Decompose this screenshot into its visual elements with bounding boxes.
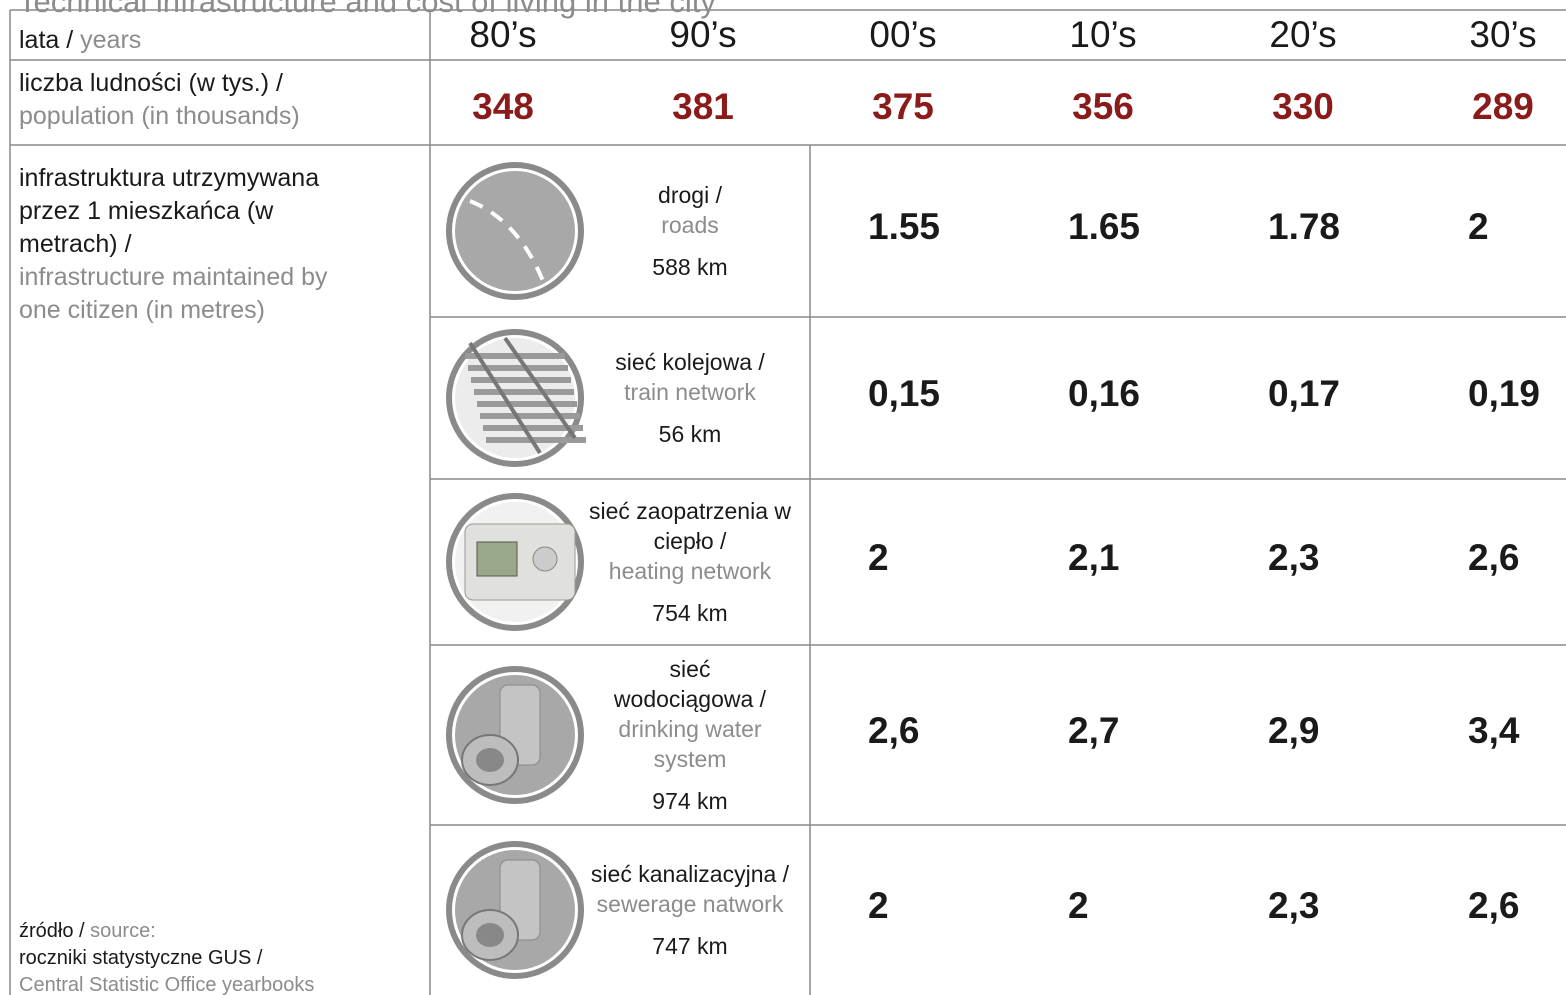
row-name: sieć kanalizacyjna / sewerage natwork 747 …	[570, 831, 810, 989]
sleeper	[483, 425, 583, 431]
year: 90’s	[669, 14, 737, 55]
population-value: 330	[1272, 86, 1334, 127]
infrastructure-value: 2,6	[1468, 885, 1520, 926]
infrastructure-value: 1.65	[1068, 206, 1141, 247]
knob	[532, 546, 558, 572]
infrastructure-value: 2	[868, 885, 889, 926]
infrastructure-value: 2,3	[1268, 537, 1320, 578]
infrastructure-value: 0,16	[1068, 373, 1141, 414]
infrastructure-value: 0,19	[1468, 373, 1541, 414]
sleeper	[468, 365, 568, 371]
year: 00’s	[869, 14, 937, 55]
infrastructure-value: 2	[868, 537, 889, 578]
road-line	[469, 199, 547, 287]
year: 10’s	[1069, 14, 1137, 55]
population-label: liczba ludności (w tys.) / population (in…	[19, 67, 300, 133]
sleeper	[474, 389, 574, 395]
infrastructure-label-pl: infrastruktura utrzymywana przez 1 miesz…	[19, 164, 320, 258]
sleeper	[471, 377, 571, 383]
population-label-en: population (in thousands)	[19, 102, 300, 130]
title: Technical infrastructure and cost of liv…	[18, 0, 716, 19]
row-name-text: sieć wodociągowa / drinking water system 9…	[605, 654, 775, 816]
row-length: 56 km	[658, 421, 722, 447]
row-icon	[446, 329, 586, 467]
infrastructure-label-en: infrastructure maintained by one citizen…	[19, 263, 328, 324]
row-icon	[446, 666, 584, 804]
row-name-en: train network	[624, 379, 756, 405]
sleeper	[477, 401, 577, 407]
sleeper	[486, 437, 586, 443]
infrastructure-label: infrastruktura utrzymywana przez 1 miesz…	[19, 162, 364, 327]
row-name-pl: sieć kanalizacyjna /	[590, 861, 790, 887]
row-icon	[446, 162, 584, 300]
row-name: sieć kolejowa / train network 56 km	[570, 323, 810, 473]
population-value: 348	[472, 86, 534, 127]
infrastructure-value: 2,6	[1468, 537, 1520, 578]
infrastructure-value: 2,7	[1068, 710, 1120, 751]
sleeper	[465, 353, 565, 359]
screen	[476, 541, 518, 577]
infrastructure-value: 0,15	[868, 373, 941, 414]
pipe-hole	[476, 923, 504, 947]
row-name-en: roads	[661, 212, 719, 238]
source-label-en: source:	[90, 920, 156, 942]
row-name-text: drogi / roads 588 km	[575, 180, 805, 282]
year: 30’s	[1469, 14, 1537, 55]
row-name-pl: sieć zaopatrzenia w ciepło /	[589, 498, 791, 554]
row-length: 747 km	[652, 933, 728, 959]
infrastructure-value: 2,6	[868, 710, 920, 751]
row-name-en: heating network	[608, 558, 772, 584]
row-name-en: sewerage natwork	[596, 891, 784, 917]
row-length: 754 km	[652, 600, 728, 626]
source: źródło / source: roczniki statystyczne G…	[19, 918, 314, 995]
years-label-pl: lata /	[19, 26, 74, 54]
population-value: 375	[872, 86, 934, 127]
row-name: sieć wodociągowa / drinking water system 9…	[570, 651, 810, 819]
years-label: lata / years	[19, 24, 141, 57]
source-text-pl: roczniki statystyczne GUS /	[19, 947, 263, 969]
rail	[468, 341, 542, 455]
row-length: 974 km	[652, 788, 728, 814]
sleeper	[480, 413, 580, 419]
row-name-pl: sieć wodociągowa /	[613, 656, 767, 712]
infrastructure-value: 2,3	[1268, 885, 1320, 926]
source-label-pl: źródło /	[19, 920, 85, 942]
infrastructure-value: 2,9	[1268, 710, 1320, 751]
infrastructure-value: 2	[1468, 206, 1489, 247]
population-value: 289	[1472, 86, 1534, 127]
row-name: sieć zaopatrzenia w ciepło / heating netw…	[570, 485, 810, 639]
row-name-text: sieć kanalizacyjna / sewerage natwork 747 …	[575, 859, 805, 961]
row-icon	[446, 841, 584, 979]
infrastructure-value: 1.55	[868, 206, 941, 247]
year: 80’s	[469, 14, 537, 55]
row-name: drogi / roads 588 km	[570, 151, 810, 311]
row-icon	[446, 493, 584, 631]
row-name-text: sieć kolejowa / train network 56 km	[575, 347, 805, 449]
row-name-text: sieć zaopatrzenia w ciepło / heating netw…	[575, 496, 805, 628]
years-label-en: years	[80, 26, 142, 54]
population-value: 381	[672, 86, 734, 127]
infrastructure-value: 1.78	[1268, 206, 1341, 247]
population-value: 356	[1072, 86, 1134, 127]
infrastructure-value: 0,17	[1268, 373, 1341, 414]
year: 20’s	[1269, 14, 1337, 55]
pipe-hole	[476, 748, 504, 772]
row-length: 588 km	[652, 254, 728, 280]
infrastructure-value: 2,1	[1068, 537, 1120, 578]
population-label-pl: liczba ludności (w tys.) /	[19, 69, 283, 97]
infrastructure-value: 3,4	[1468, 710, 1520, 751]
row-name-en: drinking water system	[618, 716, 762, 772]
source-text-en: Central Statistic Office yearbooks	[19, 974, 315, 995]
rail	[503, 336, 577, 440]
row-name-pl: sieć kolejowa /	[615, 349, 765, 375]
infrastructure-value: 2	[1068, 885, 1089, 926]
row-name-pl: drogi /	[658, 182, 722, 208]
